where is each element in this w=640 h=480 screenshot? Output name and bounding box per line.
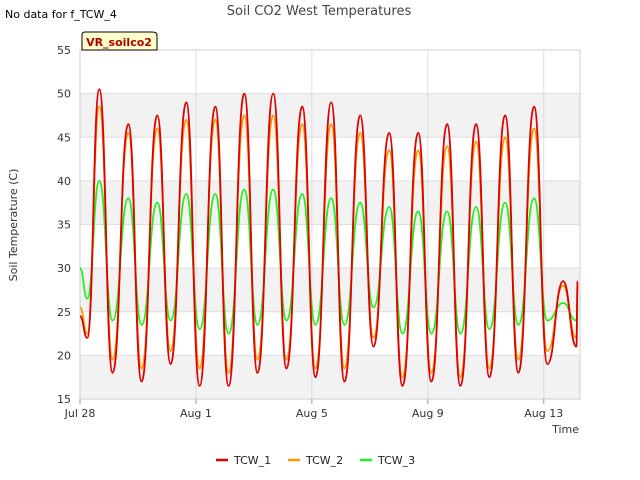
band	[80, 355, 580, 399]
x-tick-label: Aug 5	[296, 407, 328, 420]
series-line-tcw_1	[79, 88, 579, 387]
band	[80, 268, 580, 312]
legend-label: TCW_3	[377, 454, 415, 467]
site-badge-label: VR_soilco2	[86, 36, 152, 49]
legend-label: TCW_2	[305, 454, 343, 467]
y-axis-title: Soil Temperature (C)	[7, 169, 20, 282]
x-axis: Jul 28 Aug 1 Aug 5 Aug 9 Aug 13	[64, 399, 563, 420]
x-axis-title: Time	[551, 423, 579, 436]
series-line-tcw_2	[79, 105, 579, 379]
legend-label: TCW_1	[233, 454, 271, 467]
x-tick-label: Aug 13	[524, 407, 563, 420]
y-tick-label: 20	[57, 349, 71, 362]
legend: TCW_1 TCW_2 TCW_3	[216, 454, 415, 467]
plot-background	[79, 49, 581, 400]
x-tick-label: Jul 28	[64, 407, 96, 420]
series-layer	[79, 88, 579, 387]
no-data-note: No data for f_TCW_4	[5, 8, 117, 21]
y-tick-label: 55	[57, 44, 71, 57]
site-badge: VR_soilco2	[81, 31, 158, 51]
y-tick-label: 25	[57, 306, 71, 319]
x-tick-label: Aug 9	[412, 407, 444, 420]
plot-border	[79, 49, 581, 400]
y-tick-label: 50	[57, 88, 71, 101]
band	[80, 93, 580, 138]
y-tick-label: 35	[57, 219, 71, 232]
chart-title: Soil CO2 West Temperatures	[227, 4, 412, 19]
y-axis: 15 20 25 30 35 40 45 50 55	[57, 44, 71, 406]
y-tick-label: 30	[57, 262, 71, 275]
y-tick-label: 45	[57, 131, 71, 144]
x-tick-label: Aug 1	[180, 407, 212, 420]
y-tick-label: 15	[57, 393, 71, 406]
y-tick-label: 40	[57, 175, 71, 188]
